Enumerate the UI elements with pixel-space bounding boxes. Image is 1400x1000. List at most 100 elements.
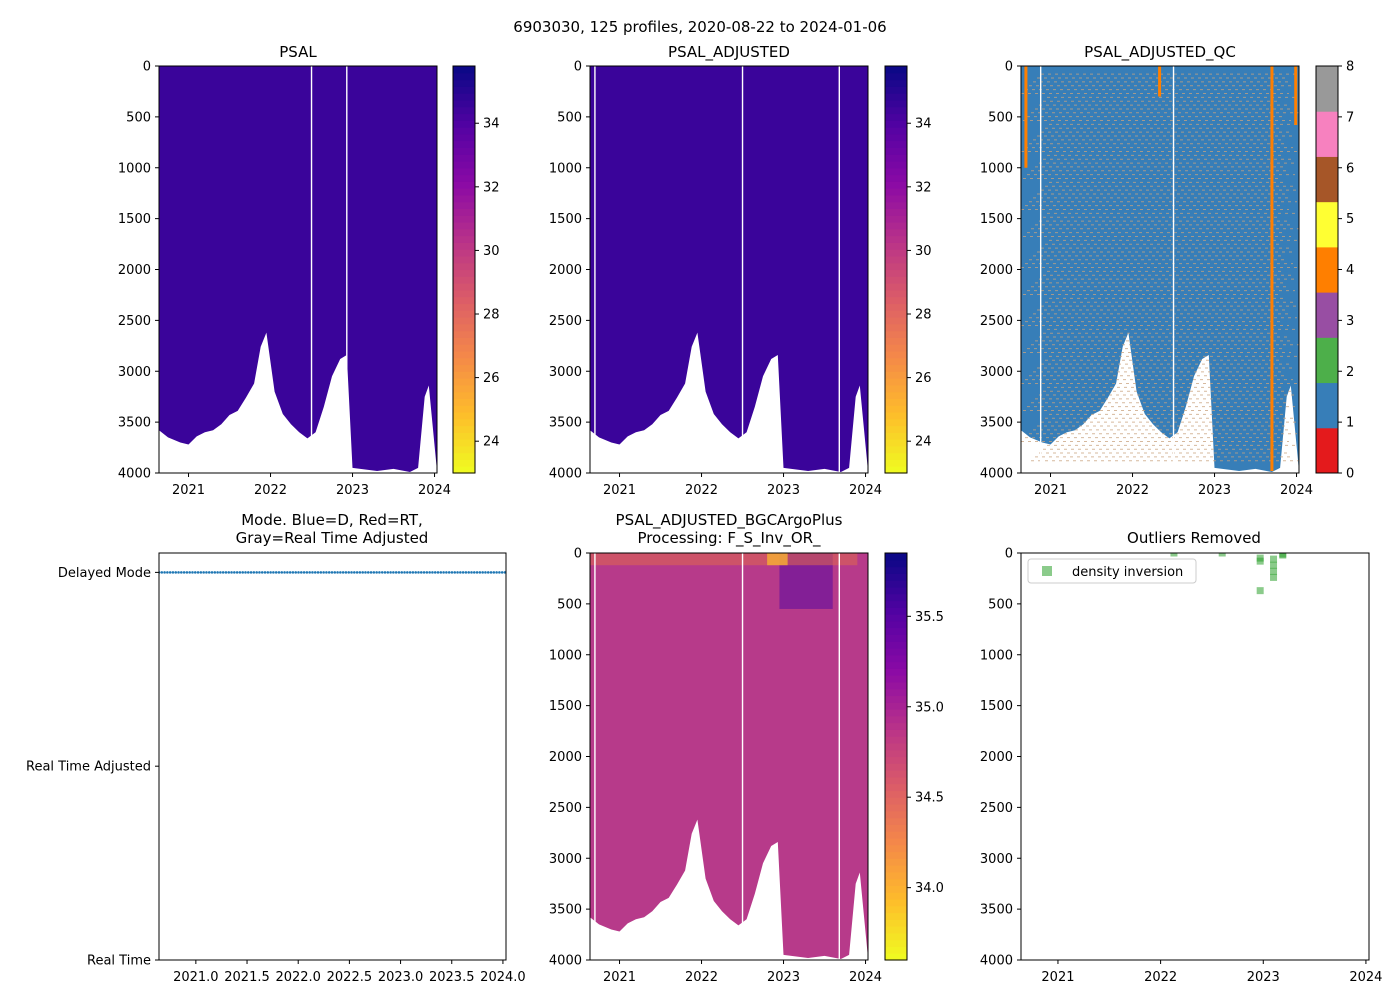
colorbar-segment xyxy=(453,154,475,162)
mode-point xyxy=(403,571,406,574)
colorbar-psal: 24 26 28 30 32 34 xyxy=(452,65,500,474)
colorbar-segment xyxy=(885,614,907,622)
colorbar-segment xyxy=(885,160,907,169)
colorbar-segment xyxy=(453,147,475,155)
mode-point xyxy=(313,571,317,574)
panel-psal-adjusted: PSAL_ADJUSTED xyxy=(668,43,790,62)
colorbar-segment xyxy=(885,323,907,332)
mode-point xyxy=(411,571,415,574)
ytick-label-outliers: 3000 xyxy=(980,852,1013,867)
colorbar-segment xyxy=(885,871,907,880)
colorbar-segment xyxy=(885,235,907,243)
mode-point xyxy=(255,571,258,574)
colorbar-segment xyxy=(885,776,907,785)
outlier-point-3 xyxy=(1256,557,1264,565)
mode-point xyxy=(272,571,275,574)
colorbar-segment xyxy=(885,926,907,934)
xtick-label-mode: 2022.5 xyxy=(327,970,373,985)
ytick-label-psal_adjusted: 4000 xyxy=(549,467,582,482)
colorbar-tick-label: 0 xyxy=(1346,467,1354,482)
colorbar-segment xyxy=(885,228,907,237)
mode-point xyxy=(316,571,320,574)
colorbar-segment xyxy=(453,255,475,264)
colorbar-tick-label: 24 xyxy=(915,435,932,450)
panel-psal: PSAL xyxy=(279,43,317,61)
mode-point xyxy=(397,571,401,574)
mode-point xyxy=(188,571,191,574)
colorbar-tick-label: 32 xyxy=(915,180,932,195)
colorbar-segment xyxy=(453,425,475,433)
mode-point xyxy=(249,571,253,574)
colorbar-segment xyxy=(885,445,907,454)
mode-point xyxy=(260,571,264,574)
colorbar-tick-label: 7 xyxy=(1346,110,1354,125)
colorbar-tick-label: 3 xyxy=(1346,314,1354,329)
plot-area-mode xyxy=(159,571,506,574)
colorbar-segment xyxy=(885,310,907,318)
colorbar-segment xyxy=(453,222,475,230)
xtick-label-psal_adjusted: 2022 xyxy=(685,483,718,498)
colorbar-bgc: 34.0 34.5 35.0 35.5 xyxy=(884,552,944,961)
colorbar-segment xyxy=(885,878,907,886)
mode-point xyxy=(380,571,384,574)
mode-point xyxy=(417,571,420,574)
colorbar-tick-label: 28 xyxy=(915,308,932,323)
mode-point xyxy=(425,571,429,574)
axes-bgc: 2021 2022 2023 2024 0 500 1000 1500 2000 2500 3000… xyxy=(549,547,944,986)
ytick-label-outliers: 2000 xyxy=(980,750,1013,765)
profile-gap-0 xyxy=(594,66,596,473)
colorbar-segment xyxy=(453,459,475,467)
colorbar-tick-label: 34 xyxy=(915,117,932,132)
colorbar-tick-label: 34.5 xyxy=(915,791,944,806)
xtick-label-outliers: 2021 xyxy=(1041,970,1074,985)
mode-point xyxy=(386,571,390,574)
mode-point xyxy=(366,571,370,574)
ytick-label-bgc: 500 xyxy=(557,597,582,612)
xtick-label-psal: 2022 xyxy=(254,483,287,498)
panel-mode-title-line-1: Mode. Blue=D, Red=RT, xyxy=(241,511,423,529)
colorbar-segment xyxy=(885,174,907,182)
colorbar-segment xyxy=(453,174,475,182)
mode-point xyxy=(431,571,434,574)
colorbar-segment xyxy=(885,898,907,907)
mode-point xyxy=(500,571,504,574)
mode-point xyxy=(325,571,328,574)
outlier-point-0 xyxy=(1170,553,1178,557)
mode-point xyxy=(327,571,331,574)
ytick-label-psal_adjusted: 0 xyxy=(574,60,582,75)
colorbar-tick-label: 1 xyxy=(1346,416,1354,431)
colorbar-segment xyxy=(885,600,907,608)
colorbar-segment xyxy=(885,702,907,710)
mode-point xyxy=(358,571,362,574)
colorbar-segment xyxy=(453,303,475,311)
xtick-label-psal_adjusted: 2021 xyxy=(603,483,636,498)
axes-frame-outliers xyxy=(1020,552,1370,961)
plot-area-bgc xyxy=(590,553,868,960)
ytick-label-psal_adjusted: 500 xyxy=(557,110,582,125)
axes-psal_adjusted: 2021 2022 2023 2024 0 500 1000 1500 2000 2500 3000… xyxy=(549,60,932,499)
mode-point xyxy=(210,571,214,574)
colorbar-tick-label: 4 xyxy=(1346,263,1354,278)
mode-point xyxy=(238,571,242,574)
colorbar-segment xyxy=(453,344,475,352)
mode-point xyxy=(339,571,342,574)
colorbar-segment xyxy=(885,99,907,108)
panel-bgc: PSAL_ADJUSTED_BGCArgoPlus Processing: F_… xyxy=(616,511,843,548)
ytick-label-outliers: 0 xyxy=(1005,547,1013,562)
mode-point xyxy=(492,571,496,574)
mode-point xyxy=(177,571,180,574)
outlier-point-10 xyxy=(1279,553,1287,559)
colorbar-segment xyxy=(885,86,907,94)
colorbar-segment xyxy=(885,647,907,656)
mode-point xyxy=(330,571,334,574)
mode-point xyxy=(498,571,501,574)
colorbar-segment xyxy=(453,79,475,87)
colorbar-segment xyxy=(885,709,907,717)
colorbar-tick-label: 34 xyxy=(483,117,500,132)
colorbar-tick-label: 5 xyxy=(1346,212,1354,227)
xtick-label-psal_adjusted_qc: 2021 xyxy=(1034,483,1067,498)
colorbar-tick-label: 24 xyxy=(483,435,500,450)
colorbar-segment xyxy=(453,127,475,135)
colorbar-segment xyxy=(885,411,907,420)
colorbar-segment xyxy=(885,167,907,176)
